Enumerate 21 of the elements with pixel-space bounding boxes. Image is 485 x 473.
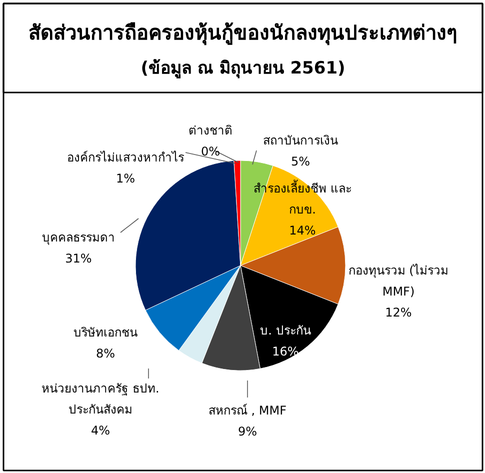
data-label: 31% — [65, 252, 92, 266]
text: 0% — [200, 144, 220, 158]
slice-label: กองทุนรวม (ไม่รวม MMF) — [348, 264, 449, 298]
slice-label: สถาบันการเงิน — [263, 134, 338, 148]
data-label: 5% — [290, 154, 310, 168]
data-label: 9% — [238, 424, 258, 438]
data-label: 12% — [385, 306, 412, 320]
slice-label: บ. ประกัน — [260, 324, 311, 338]
category-label: ต่างชาติ — [188, 124, 232, 138]
data-label: 1% — [116, 172, 136, 186]
slice-label: บริษัทเอกชน — [74, 326, 138, 340]
data-label: 14% — [289, 224, 316, 238]
slice-label: สหกรณ์ , MMF — [208, 404, 287, 418]
slice-label: องค์กรไม่แสวงหากำไร — [67, 150, 185, 164]
slice-label: หน่วยงานภาครัฐ ธปท. ประกันสังคม — [42, 382, 160, 416]
slice-label: บุคคลธรรมดา — [42, 230, 115, 246]
data-label: 4% — [90, 424, 110, 438]
chart-title: สัดส่วนการถือครองหุ้นกู้ของนักลงทุนประเภทต่างๆ — [28, 20, 458, 46]
chart-subtitle: (ข้อมูล ณ มิถุนายน 2561) — [140, 58, 346, 80]
data-label: 8% — [96, 346, 116, 360]
data-label: 16% — [272, 344, 299, 358]
